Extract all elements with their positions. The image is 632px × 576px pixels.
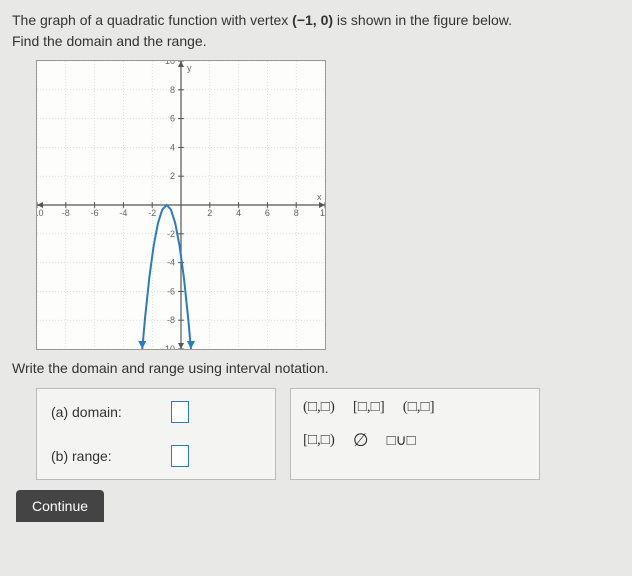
range-line: (b) range: (51, 445, 261, 467)
svg-text:10: 10 (320, 208, 325, 218)
domain-line: (a) domain: (51, 401, 261, 423)
symbol-union[interactable]: □∪□ (387, 431, 416, 450)
svg-text:-6: -6 (167, 286, 175, 296)
question-text: The graph of a quadratic function with v… (12, 10, 620, 52)
continue-button[interactable]: Continue (16, 490, 104, 522)
domain-label: (a) domain: (51, 404, 151, 420)
symbol-row-1: (□,□) [□,□] (□,□] (303, 399, 527, 416)
domain-input[interactable] (171, 401, 189, 423)
svg-text:-4: -4 (119, 208, 127, 218)
svg-text:8: 8 (170, 85, 175, 95)
symbol-open-open[interactable]: (□,□) (303, 399, 335, 416)
svg-text:-10: -10 (37, 208, 44, 218)
svg-text:-2: -2 (167, 229, 175, 239)
question-line1-post: is shown in the figure below. (333, 12, 512, 28)
symbol-closed-closed[interactable]: [□,□] (353, 399, 385, 416)
svg-text:-8: -8 (62, 208, 70, 218)
svg-text:-2: -2 (148, 208, 156, 218)
graph-svg: -10 -8 -6 -4 -2 2 4 6 8 10 -10 -8 -6 -4 -2 2 4 6 8 10 y x (37, 61, 325, 349)
svg-text:2: 2 (207, 208, 212, 218)
svg-text:10: 10 (165, 61, 175, 66)
question-line2: Find the domain and the range. (12, 33, 207, 49)
graph-area: -10 -8 -6 -4 -2 2 4 6 8 10 -10 -8 -6 -4 -2 2 4 6 8 10 y x (36, 60, 326, 350)
svg-text:8: 8 (294, 208, 299, 218)
svg-text:x: x (317, 192, 322, 202)
range-label: (b) range: (51, 448, 151, 464)
range-input[interactable] (171, 445, 189, 467)
svg-text:6: 6 (170, 114, 175, 124)
svg-text:-10: -10 (162, 344, 175, 349)
symbol-palette: (□,□) [□,□] (□,□] [□,□) ∅ □∪□ (290, 388, 540, 480)
svg-text:4: 4 (170, 142, 175, 152)
answer-row: (a) domain: (b) range: (□,□) [□,□] (□,□]… (36, 388, 620, 480)
symbol-row-2: [□,□) ∅ □∪□ (303, 430, 527, 451)
answer-block: (a) domain: (b) range: (36, 388, 276, 480)
svg-text:4: 4 (236, 208, 241, 218)
svg-text:-4: -4 (167, 258, 175, 268)
instruction-text: Write the domain and range using interva… (12, 360, 620, 376)
question-vertex: (−1, 0) (292, 12, 333, 28)
symbol-empty-set[interactable]: ∅ (353, 430, 369, 451)
svg-text:-8: -8 (167, 315, 175, 325)
symbol-closed-open[interactable]: [□,□) (303, 432, 335, 449)
svg-text:2: 2 (170, 171, 175, 181)
symbol-open-closed[interactable]: (□,□] (403, 399, 435, 416)
svg-text:6: 6 (265, 208, 270, 218)
svg-text:-6: -6 (91, 208, 99, 218)
svg-text:y: y (187, 63, 192, 73)
question-line1-pre: The graph of a quadratic function with v… (12, 12, 292, 28)
